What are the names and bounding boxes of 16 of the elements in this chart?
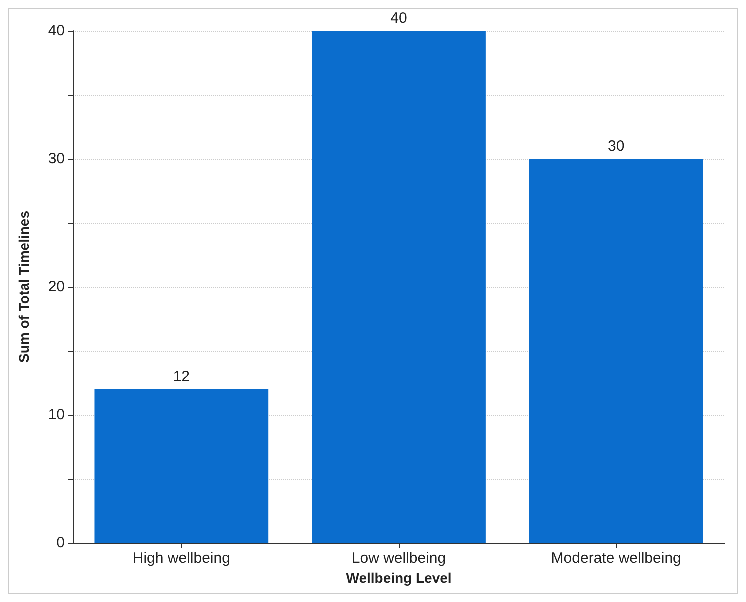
y-tick-label: 30 — [48, 150, 65, 168]
y-tick-label: 0 — [56, 534, 65, 552]
y-axis-title: Sum of Total Timelines — [16, 210, 32, 363]
bar — [312, 31, 486, 543]
x-tick-label: High wellbeing — [132, 550, 230, 567]
y-tick-label: 10 — [48, 406, 65, 424]
data-label: 30 — [608, 138, 625, 155]
x-axis-title: Wellbeing Level — [346, 570, 452, 586]
bar — [529, 159, 704, 543]
x-tick-label: Low wellbeing — [352, 550, 446, 567]
y-tick-label: 20 — [48, 278, 65, 296]
y-tick-label: 40 — [48, 22, 65, 40]
data-label: 40 — [390, 10, 408, 27]
x-tick-label: Moderate wellbeing — [551, 550, 682, 567]
bar — [94, 389, 269, 543]
data-label: 12 — [173, 368, 190, 386]
